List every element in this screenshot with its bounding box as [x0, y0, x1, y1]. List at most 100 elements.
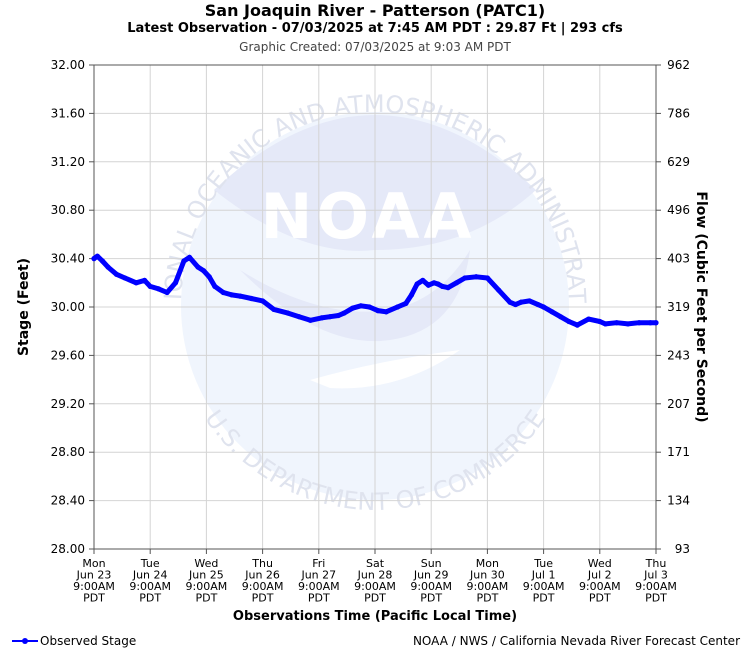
- y-axis-label: Stage (Feet): [16, 258, 32, 356]
- y2-tick-label: 207: [667, 397, 690, 411]
- observed-stage-point: [431, 280, 437, 286]
- y2-tick-label: 629: [667, 155, 690, 169]
- y-tick-label: 32.00: [51, 58, 85, 72]
- y-tick-label: 28.40: [51, 494, 85, 508]
- observed-stage-point: [394, 304, 401, 310]
- y-tick-label: 31.20: [51, 155, 85, 169]
- observed-stage-point: [526, 298, 533, 304]
- y-tick-label: 28.80: [51, 445, 85, 459]
- y2-tick-label: 786: [667, 106, 690, 120]
- observed-stage-point: [408, 292, 415, 298]
- observed-stage-point: [307, 317, 313, 323]
- graphic-created: Graphic Created: 07/03/2025 at 9:03 AM P…: [239, 40, 511, 54]
- credit-text: NOAA / NWS / California Nevada River For…: [412, 634, 740, 648]
- observed-stage-point: [296, 314, 302, 320]
- noaa-watermark: NOAA NATIONAL OCEANIC AND ATMOSPHERIC AD…: [0, 0, 591, 516]
- observed-stage-point: [574, 322, 580, 328]
- x-tick-label: Mon Jun 30 9:00AM PDT: [467, 557, 509, 605]
- observed-stage-point: [439, 283, 446, 290]
- y2-tick-label: 171: [667, 445, 690, 459]
- y2-axis-label: Flow (Cubic Feet per Second): [693, 191, 709, 422]
- observed-stage-point: [335, 312, 342, 319]
- observed-stage-point: [375, 308, 381, 314]
- y2-tick-label: 319: [667, 300, 690, 314]
- x-tick-label: Wed Jun 25 9:00AM PDT: [186, 557, 228, 605]
- noaa-logo-text: NOAA: [261, 180, 476, 253]
- y-tick-label: 31.60: [51, 106, 85, 120]
- observed-stage-point: [602, 321, 609, 327]
- observed-stage-point: [541, 304, 547, 310]
- observed-stage-point: [99, 258, 106, 264]
- observed-stage-point: [462, 275, 468, 281]
- observed-stage-point: [341, 310, 347, 316]
- series-group: [91, 253, 659, 328]
- observed-stage-point: [181, 258, 187, 264]
- observed-stage-point: [156, 286, 162, 292]
- y2-tick-label: 962: [667, 58, 690, 72]
- observed-stage-point: [105, 264, 111, 270]
- y-tick-label: 28.00: [51, 542, 85, 556]
- observed-stage-point: [349, 305, 356, 311]
- observed-stage-point: [229, 292, 235, 298]
- observed-stage-point: [200, 268, 207, 274]
- x-tick-label: Wed Jul 2 9:00AM PDT: [579, 557, 621, 605]
- observed-stage-point: [625, 321, 631, 327]
- noaa-emblem-wave: [310, 350, 460, 389]
- observed-stage-point: [653, 320, 659, 326]
- observed-stage-point: [122, 275, 128, 281]
- observed-stage-point: [260, 298, 266, 304]
- observed-stage-point: [403, 300, 409, 306]
- observed-stage-point: [636, 320, 642, 326]
- observed-stage-point: [425, 282, 431, 288]
- observed-stage-point: [585, 316, 592, 322]
- observed-stage-point: [220, 289, 226, 296]
- observed-stage-point: [512, 301, 519, 308]
- latest-observation: Latest Observation - 07/03/2025 at 7:45 …: [127, 21, 623, 36]
- x-tick-label: Sun Jun 29 9:00AM PDT: [410, 557, 452, 605]
- noaa-emblem-bird-bottom: [240, 250, 470, 342]
- observed-stage-point: [113, 271, 120, 277]
- legend-label: Observed Stage: [40, 634, 137, 648]
- y2-tick-label: 403: [667, 252, 690, 266]
- observed-stage-point: [518, 299, 524, 305]
- observed-stage-point: [141, 277, 148, 283]
- y2-tick-label: 134: [667, 494, 690, 508]
- observed-stage-point: [366, 304, 372, 310]
- y-tick-label: 29.20: [51, 397, 85, 411]
- y-tick-label: 29.60: [51, 348, 85, 362]
- chart-title: San Joaquin River - Patterson (PATC1): [204, 1, 546, 20]
- observed-stage-point: [285, 310, 291, 316]
- x-tick-label: Tue Jun 24 9:00AM PDT: [129, 557, 171, 605]
- observed-stage-point: [414, 281, 420, 287]
- observed-stage-point: [383, 309, 389, 315]
- y-tick-label: 30.00: [51, 300, 85, 314]
- observed-stage-point: [647, 320, 653, 326]
- y-tick-label: 30.40: [51, 252, 85, 266]
- observed-stage-point: [271, 306, 277, 313]
- observed-stage-point: [319, 315, 325, 321]
- observed-stage-point: [237, 293, 243, 299]
- x-tick-label: Thu Jun 26 9:00AM PDT: [242, 557, 284, 605]
- observed-stage-point: [597, 318, 603, 325]
- observed-stage-point: [445, 285, 451, 291]
- observed-stage-point: [484, 275, 490, 281]
- legend: Observed Stage: [12, 634, 136, 648]
- observed-stage-point: [566, 318, 572, 325]
- observed-stage-point: [549, 309, 555, 315]
- observed-stage-point: [507, 299, 513, 305]
- observed-stage-point: [496, 287, 502, 293]
- observed-stage-point: [453, 280, 460, 286]
- x-tick-label: Sat Jun 28 9:00AM PDT: [354, 557, 396, 605]
- legend-marker: [12, 638, 38, 644]
- right-axis: 93 134 171 207 243 319 403 496 629 786 962: [656, 58, 690, 556]
- observed-stage-point: [435, 281, 441, 287]
- y2-tick-label: 496: [667, 203, 690, 217]
- left-axis: 28.00 28.40 28.80 29.20 29.60 30.00 30.40 30.80…: [51, 58, 94, 556]
- x-axis: Mon Jun 23 9:00AM PDT Tue Jun 24 9:00AM PDT Wed J…: [73, 549, 677, 605]
- observed-stage-point: [133, 280, 139, 286]
- x-axis-label: Observations Time (Pacific Local Time): [233, 609, 517, 624]
- x-tick-label: Tue Jul 1 9:00AM PDT: [523, 557, 565, 605]
- y-tick-label: 30.80: [51, 203, 85, 217]
- observed-stage-point: [94, 253, 100, 259]
